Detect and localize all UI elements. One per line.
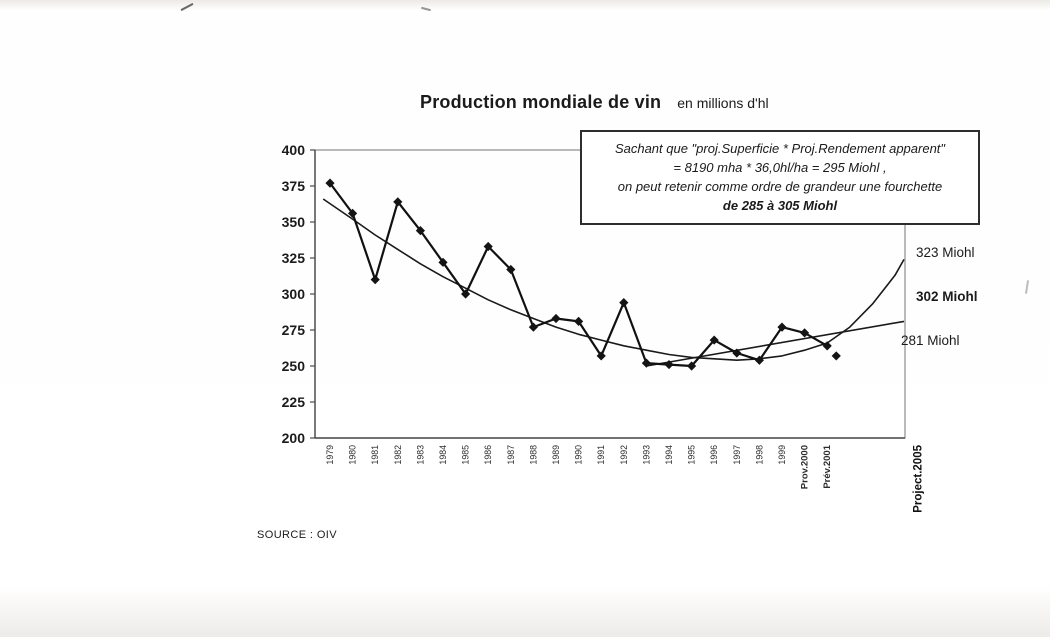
x-tick-label: 1998 [754,445,764,465]
chart-title-row: Production mondiale de vin en millions d… [420,92,769,113]
label-mid-projection: 302 Miohl [916,289,978,304]
y-tick-label: 225 [282,394,306,410]
x-tick-label: 1990 [574,445,584,465]
x-tick-label: 1994 [664,445,674,465]
annotation-line-3: on peut retenir comme ordre de grandeur … [617,179,943,194]
x-tick-label: 1985 [461,445,471,465]
data-point-marker [528,322,538,332]
x-tick-label: Prév.2001 [822,444,833,488]
x-tick-label: 1987 [506,445,516,465]
trend-line [646,320,905,367]
trend-line [322,198,905,361]
data-point-marker [393,197,403,207]
data-point-marker [822,341,832,351]
x-tick-label: 1984 [438,445,448,465]
annotation-line-4: de 285 à 305 Miohl [722,198,838,213]
x-tick-label: 1991 [596,445,606,465]
label-linear-trend-end: 281 Miohl [901,333,960,348]
scan-artifact [1024,279,1030,295]
y-tick-label: 400 [282,142,306,158]
y-tick-label: 200 [282,430,306,446]
chart-subtitle: en millions d'hl [677,95,769,111]
y-tick-label: 300 [282,286,306,302]
data-point-marker [687,361,697,371]
data-point-marker [370,275,380,285]
x-tick-label: 1999 [777,445,787,465]
x-tick-label: 1979 [325,445,335,465]
annotation-line-1: Sachant que "proj.Superficie * Proj.Rend… [614,141,946,156]
y-tick-label: 325 [282,250,306,266]
x-tick-label: 1992 [619,445,629,465]
scan-artifact [180,2,194,12]
x-tick-label: 1988 [528,445,538,465]
data-point-marker [777,322,787,332]
x-tick-label: 1982 [393,445,403,465]
data-point-marker [325,178,335,188]
data-point-marker [831,351,841,361]
source-note: SOURCE : OIV [257,529,337,541]
x-tick-label: 1997 [732,445,742,465]
y-tick-label: 350 [282,214,306,230]
data-point-marker [754,355,764,365]
chart-title: Production mondiale de vin [420,92,662,112]
data-point-marker [483,241,493,252]
annotation-line-2: = 8190 mha * 36,0hl/ha = 295 Miohl , [673,160,887,175]
data-point-marker [619,298,629,308]
x-tick-label: 1989 [551,445,561,465]
data-point-marker [551,313,561,324]
annotation-box: Sachant que "proj.Superficie * Proj.Rend… [580,130,980,225]
x-tick-label: 1993 [641,445,651,465]
x-tick-label-projection: Project.2005 [913,444,925,512]
y-tick-label: 275 [282,322,306,338]
x-tick-label: 1981 [370,445,380,465]
chart-area: 200 225 250 275 300 325 350 375 400 1979 1980 1981 1… [250,140,970,560]
x-tick-label: 1980 [348,445,358,465]
y-tick-label: 375 [282,178,306,194]
x-tick-label: 1995 [687,445,697,465]
scan-artifact [420,6,432,12]
data-point-marker [664,359,674,370]
x-tick-label: 1996 [709,445,719,465]
data-point-marker [641,358,651,368]
data-point-marker [461,289,471,299]
x-tick-label: Prov.2000 [800,445,811,489]
x-tick-label: 1983 [415,445,425,465]
data-point-marker [438,257,448,267]
y-tick-label: 250 [282,358,306,374]
chart-canvas: 200 225 250 275 300 325 350 375 400 1979 1980 1981 1… [282,142,925,513]
data-point-marker [800,328,810,338]
x-tick-label: 1986 [483,445,493,465]
label-poly-trend-end: 323 Miohl [916,245,975,260]
